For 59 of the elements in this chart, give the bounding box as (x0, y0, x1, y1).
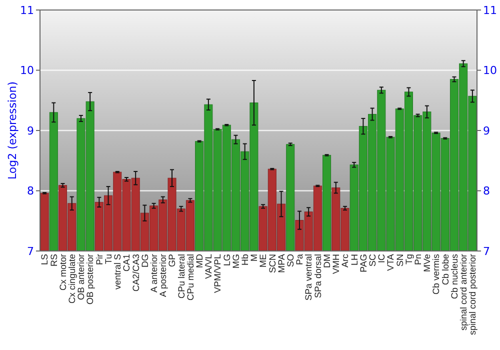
x-tick-label: DM (322, 254, 332, 268)
y2-tick-label: 9 (483, 124, 490, 138)
y-tick-label: 10 (20, 64, 34, 78)
x-tick-label: LG (222, 254, 232, 266)
x-tick-label: MPA (276, 254, 286, 273)
x-tick-label: CA1 (122, 254, 132, 272)
x-tick-label: VPM/VPL (212, 254, 223, 294)
x-tick-label: Cb vermis (431, 254, 442, 295)
y-tick-label: 8 (27, 184, 34, 198)
y2-tick-label: 7 (483, 244, 490, 258)
y-axis-title: Log2 (expression) (6, 81, 19, 180)
x-tick-label: spinal cord posterior (468, 254, 478, 336)
x-tick-label: ventral S (112, 254, 123, 290)
x-tick-label: Hb (240, 254, 250, 266)
x-tick-label: SCN (267, 254, 278, 274)
y-tick-label: 11 (20, 4, 34, 17)
x-tick-label: LH (349, 254, 360, 266)
x-tick-label: SPa dorsal (312, 254, 323, 298)
x-tick-label: OB posterior (85, 254, 96, 305)
x-tick-label: LS (40, 254, 50, 266)
x-tick-label: MVe (422, 254, 432, 272)
x-tick-label: Cx cingulate (67, 254, 78, 304)
y2-tick-label: 11 (483, 4, 497, 17)
x-tick-label: Pir (94, 254, 104, 265)
x-tick-label: Cb nucleus (449, 254, 460, 300)
x-tick-label: Cb lobe (440, 254, 450, 286)
x-tick-label: CA2/CA3 (130, 254, 141, 292)
x-tick-label: VTA (386, 254, 396, 271)
x-tick-label: GP (167, 254, 178, 268)
x-tick-label: SPa ventral (304, 254, 314, 301)
x-tick-label: CPu medial (185, 254, 196, 301)
x-tick-label: spinal cord anterior (458, 254, 468, 331)
x-tick-label: MD (194, 254, 204, 268)
x-tick-label: DG (140, 254, 150, 268)
x-tick-label: IC (376, 254, 387, 263)
x-tick-label: SO (286, 254, 296, 268)
x-tick-label: A anterior (148, 254, 159, 293)
x-tick-label: CPu lateral (176, 254, 186, 299)
x-tick-label: VMH (331, 254, 342, 274)
y2-tick-label: 10 (483, 64, 497, 78)
y-tick-label: 7 (27, 244, 34, 258)
x-tick-label: Pa (294, 254, 305, 266)
x-tick-label: OB anterior (76, 254, 86, 300)
x-tick-label: Tu (103, 254, 114, 264)
x-tick-label: MG (230, 254, 241, 268)
y-tick-label: 9 (27, 124, 34, 138)
x-tick-label: SN (394, 254, 405, 267)
x-tick-label: Tg (404, 254, 414, 265)
x-tick-label: Cx motor (58, 254, 68, 291)
x-tick-label: ME (258, 254, 268, 268)
x-tick-label: A posterior (158, 254, 168, 298)
y2-tick-label: 8 (483, 184, 490, 198)
x-tick-label: M (249, 254, 260, 262)
x-tick-label: Arc (340, 254, 350, 268)
x-tick-label: RS (48, 254, 59, 267)
x-tick-label: PAG (358, 254, 368, 272)
x-tick-label: Pn (412, 254, 423, 266)
x-tick-label: SC (367, 254, 378, 267)
x-tick-label: VA/VL (204, 254, 214, 279)
